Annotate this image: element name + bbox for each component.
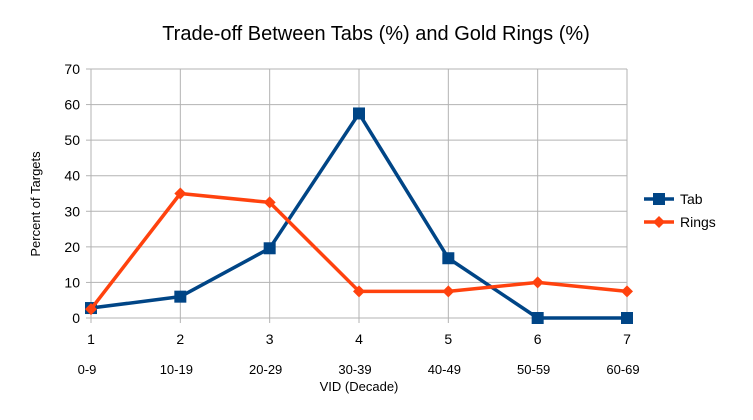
chart-title: Trade-off Between Tabs (%) and Gold Ring… <box>162 23 590 45</box>
x-category-label: 30-39 <box>338 362 371 377</box>
y-axis-title: Percent of Targets <box>28 151 43 257</box>
legend-marker <box>653 193 665 205</box>
y-tick-label: 50 <box>64 132 80 148</box>
y-tick-label: 0 <box>72 310 80 326</box>
series-rings <box>85 187 633 316</box>
data-point-rings <box>531 276 544 289</box>
tick-labels: 0 10 20 30 40 50 60 70 1 0-9 2 10-19 3 20-29 4 30-39 5 40… <box>64 61 639 377</box>
data-point-tab <box>621 312 633 324</box>
x-category-label: 20-29 <box>249 362 282 377</box>
grid-lines <box>90 68 628 319</box>
y-tick-label: 10 <box>64 274 80 290</box>
data-point-tab <box>353 107 365 120</box>
y-tick-label: 20 <box>64 239 80 255</box>
y-tick-label: 40 <box>64 168 80 184</box>
legend-entry-tab: Tab <box>644 191 703 207</box>
x-category-label: 50-59 <box>517 362 550 377</box>
x-category-label: 10-19 <box>160 362 193 377</box>
x-category-label: 0-9 <box>78 362 97 377</box>
data-point-rings <box>174 187 187 200</box>
data-point-tab <box>531 312 544 324</box>
series-tab <box>85 107 633 324</box>
x-tick-label: 2 <box>176 331 184 347</box>
data-point-rings <box>442 285 455 298</box>
data-series <box>85 107 633 324</box>
legend-label: Tab <box>680 191 703 207</box>
data-point-rings <box>353 285 365 298</box>
legend: Tab Rings <box>644 191 716 230</box>
x-tick-label: 5 <box>444 331 452 347</box>
data-point-tab <box>442 252 455 265</box>
y-tick-label: 70 <box>64 61 80 77</box>
x-tick-label: 4 <box>355 331 363 347</box>
x-category-label: 60-69 <box>606 362 639 377</box>
y-tick-label: 30 <box>64 203 80 219</box>
x-axis-title: VID (Decade) <box>320 379 399 394</box>
legend-marker <box>653 216 665 228</box>
x-tick-label: 3 <box>266 331 274 347</box>
x-tick-label: 6 <box>534 331 542 347</box>
data-point-rings <box>621 285 633 298</box>
data-point-tab <box>263 242 276 255</box>
data-point-rings <box>263 196 276 209</box>
x-tick-label: 1 <box>87 331 95 347</box>
y-tick-label: 60 <box>64 97 80 113</box>
x-category-label: 40-49 <box>428 362 461 377</box>
data-point-tab <box>174 290 187 303</box>
legend-label: Rings <box>680 214 716 230</box>
legend-entry-rings: Rings <box>644 214 716 230</box>
data-point-rings <box>85 303 97 316</box>
x-tick-label: 7 <box>623 331 631 347</box>
